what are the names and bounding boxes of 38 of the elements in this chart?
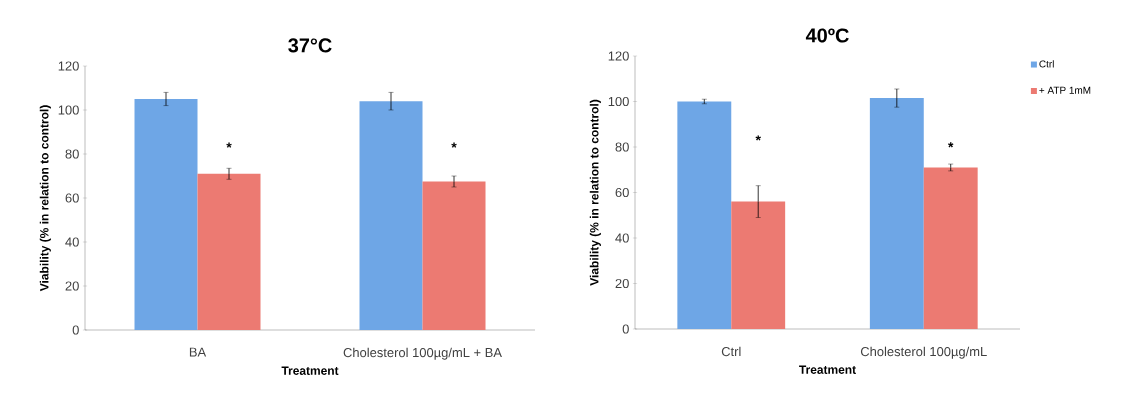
chart-title: 40ºC <box>805 28 849 43</box>
y-tick-label: 120 <box>58 61 79 71</box>
bar <box>731 201 786 329</box>
x-tick-label: BA <box>189 347 207 357</box>
bar <box>134 99 198 330</box>
y-tick-label: 60 <box>65 193 79 203</box>
legend-label: + ATP 1mM <box>1039 86 1091 94</box>
y-tick-label: 80 <box>65 149 79 159</box>
y-tick-label: 80 <box>615 142 629 152</box>
y-tick-label: 40 <box>615 233 629 243</box>
bar <box>359 101 423 330</box>
chart-title: 37°C <box>288 38 332 53</box>
annotation: * <box>226 142 232 148</box>
y-tick-label: 120 <box>608 51 629 61</box>
y-tick-label: 100 <box>608 96 629 107</box>
x-tick-label: Ctrl <box>721 346 741 357</box>
y-axis-title: Viability (% in relation to control) <box>39 105 51 292</box>
y-tick-label: 0 <box>72 325 79 335</box>
bar <box>677 101 732 329</box>
y-tick-label: 20 <box>615 278 629 289</box>
y-tick-label: 60 <box>615 187 629 198</box>
y-tick-label: 40 <box>65 237 79 247</box>
bar <box>869 98 924 329</box>
x-tick-label: Cholesterol 100µg/mL + BA <box>343 347 502 360</box>
y-tick-label: 20 <box>65 281 79 291</box>
y-axis-title: Viability (% in relation to control) <box>589 99 601 286</box>
legend-label: Ctrl <box>1039 60 1054 68</box>
x-axis-title: Treatment <box>281 366 339 375</box>
annotation: * <box>755 135 761 141</box>
annotation: * <box>451 142 457 148</box>
bar <box>422 181 486 330</box>
x-axis-title: Treatment <box>799 365 856 374</box>
bar <box>197 173 261 330</box>
y-tick-label: 100 <box>58 105 79 115</box>
x-tick-label: Cholesterol 100µg/mL <box>860 346 987 359</box>
bar <box>923 167 978 329</box>
y-tick-label: 0 <box>622 324 629 334</box>
annotation: * <box>948 142 954 148</box>
